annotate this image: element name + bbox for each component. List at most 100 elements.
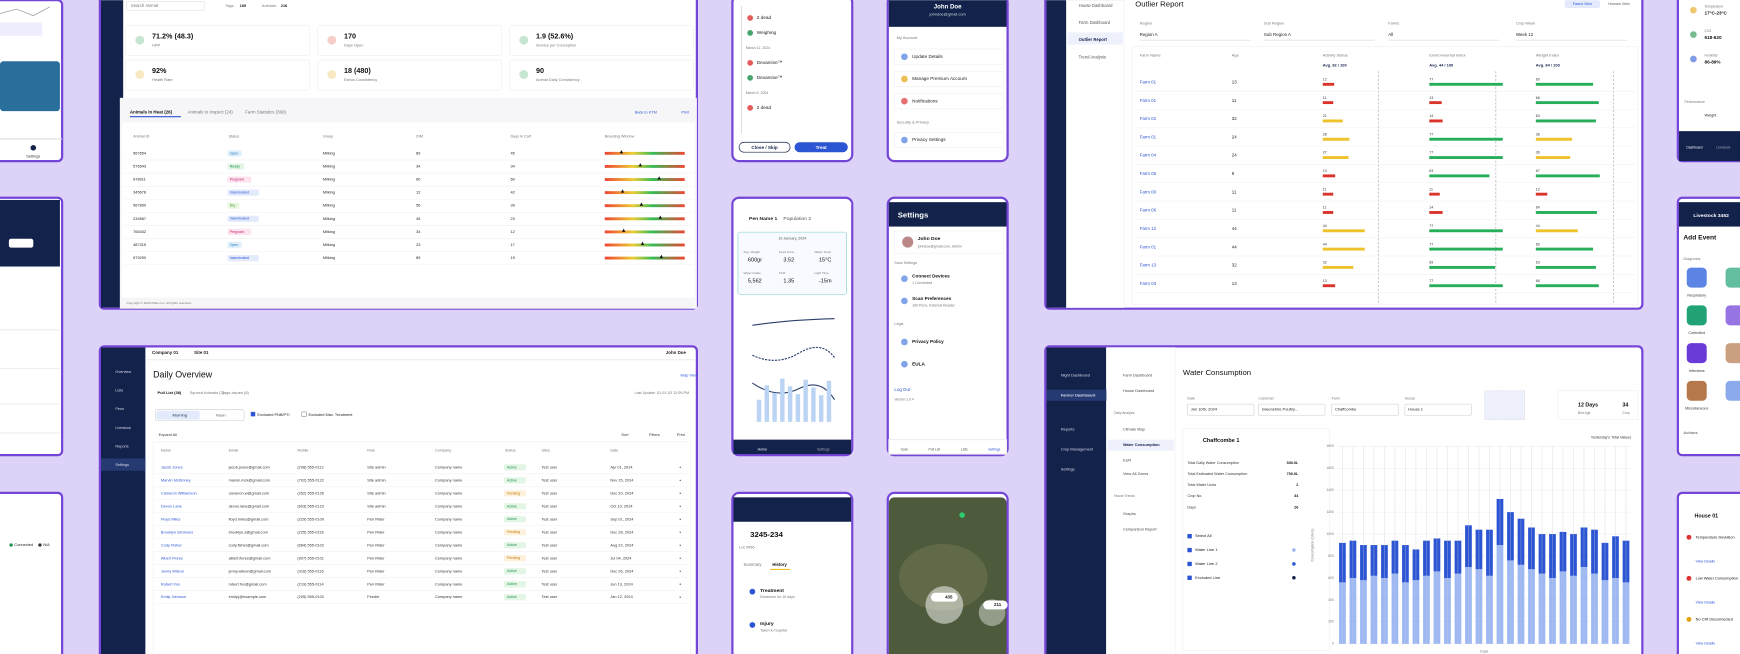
label: 2 dead: [757, 15, 772, 20]
kpi-card: [317, 59, 502, 91]
label[interactable]: View Details: [1696, 560, 1716, 564]
kpi-icon: [519, 35, 529, 45]
status-tag: [227, 215, 259, 222]
label: 579290: [133, 255, 146, 260]
label: Site 01: [194, 350, 209, 355]
index-bar: [1322, 211, 1334, 214]
label: 60: [1536, 242, 1540, 246]
status-tag: [503, 464, 526, 471]
label: Days: [1187, 505, 1196, 509]
marker: [619, 150, 624, 154]
label: Yesterday's Total Values: [1591, 435, 1632, 439]
label: devon.lane@gmail.com: [229, 503, 270, 508]
event-icon: [747, 30, 754, 36]
icon: [1690, 55, 1697, 63]
label: Milking: [323, 229, 335, 234]
pin: [983, 600, 1008, 610]
breeding-bar: [604, 191, 685, 195]
label: 400: [1328, 598, 1334, 602]
label: Brooklyn Simmons: [161, 529, 193, 534]
event-tile[interactable]: [1686, 305, 1707, 326]
label: 700.0L: [1287, 472, 1299, 476]
kpi-card: [509, 25, 694, 57]
menu: [679, 518, 681, 520]
label: 77: [1429, 77, 1433, 81]
event-tile: [1725, 380, 1740, 401]
event-tile[interactable]: [1686, 343, 1707, 364]
label: FCR: [779, 271, 786, 275]
label: Active: [507, 517, 517, 521]
label: Map View: [681, 372, 699, 377]
button[interactable]: [738, 141, 791, 153]
event-icon: [747, 15, 754, 21]
label: Sites: [542, 449, 550, 453]
label: Date: [1187, 397, 1195, 401]
item-icon: [901, 53, 908, 61]
label: Home: [758, 448, 767, 452]
label: (907) 555-0101: [297, 555, 324, 560]
label: Pen Rider: [367, 581, 385, 586]
label: Sub Region A: [1264, 32, 1291, 37]
label: Last Update: 01-01-03 12:09 PM: [634, 391, 689, 395]
label: Settings: [817, 448, 830, 452]
list-item[interactable]: [894, 70, 1004, 88]
label: (684) 555-0102: [297, 542, 324, 547]
label: Water Intake: [743, 271, 761, 275]
label: CO2: [1704, 29, 1711, 33]
item-icon: [901, 338, 908, 346]
item-icon: [901, 275, 908, 283]
label: (219) 555-0114: [297, 581, 324, 586]
label: Livestock: [115, 426, 131, 430]
label: 44: [1536, 224, 1540, 228]
label: Site admin: [367, 464, 385, 469]
label: Nov 15, 2024: [610, 477, 634, 482]
select: [1331, 403, 1399, 416]
status-tag: [503, 503, 526, 510]
label: Respiratory: [1687, 293, 1706, 297]
index-bar: [1535, 192, 1548, 196]
status-tag: [503, 542, 526, 549]
index-bar: [1322, 101, 1334, 105]
breeding-bar: [604, 230, 685, 234]
nav-active: [1046, 389, 1107, 401]
label: Scan Preferences: [912, 296, 951, 301]
label: Light Time: [815, 271, 830, 275]
label[interactable]: View Details: [1696, 601, 1716, 605]
event-tile[interactable]: [1686, 380, 1707, 401]
status-tag: [227, 241, 242, 249]
label: Dec 28, 2024: [610, 529, 634, 534]
label: (229) 555-0109: [297, 516, 324, 521]
label: 18 (480): [344, 66, 371, 75]
status-tag: [503, 477, 526, 484]
index-bar: [1535, 247, 1594, 251]
label: Test user: [542, 581, 558, 586]
label: marvin.mck@gmail.com: [229, 477, 270, 482]
list-item[interactable]: [894, 93, 1004, 110]
label: Scan Settings: [894, 261, 917, 265]
label: Crop No.: [1187, 494, 1202, 498]
list-item[interactable]: [894, 48, 1004, 65]
label: Test user: [542, 490, 558, 495]
event-tile[interactable]: [1686, 267, 1707, 288]
label: Expand All: [159, 432, 177, 437]
label: 1000: [1326, 532, 1334, 536]
label: Excluded PNB/PTI: [257, 412, 289, 417]
label: Test user: [542, 477, 558, 482]
label: Reports: [115, 445, 128, 449]
label: House Dashboard: [1079, 3, 1114, 8]
profile-card: [894, 230, 1004, 254]
list-item[interactable]: [894, 131, 1004, 149]
breeding-bar: [604, 256, 685, 260]
index-bar: [1429, 265, 1496, 269]
label: Total Estimated Water Consumption: [1187, 472, 1247, 476]
kpi-icon: [135, 35, 145, 45]
label: 14: [1429, 114, 1433, 118]
index-bar: [1322, 137, 1350, 141]
button[interactable]: [794, 142, 848, 153]
kpi-card: [317, 25, 502, 57]
menu: [679, 505, 681, 507]
label[interactable]: View Details: [1696, 642, 1716, 646]
label: Controlled: [1688, 331, 1705, 335]
kpi-icon: [519, 70, 529, 79]
event-icon: [747, 104, 754, 111]
